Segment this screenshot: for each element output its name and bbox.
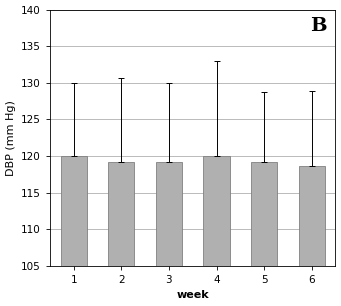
Bar — [299, 166, 325, 266]
X-axis label: week: week — [176, 290, 209, 300]
Bar — [204, 156, 229, 266]
Bar — [156, 162, 182, 266]
Bar — [61, 156, 87, 266]
Text: B: B — [310, 17, 327, 35]
Bar — [251, 162, 277, 266]
Bar — [108, 162, 134, 266]
Y-axis label: DBP (mm Hg): DBP (mm Hg) — [5, 100, 16, 176]
